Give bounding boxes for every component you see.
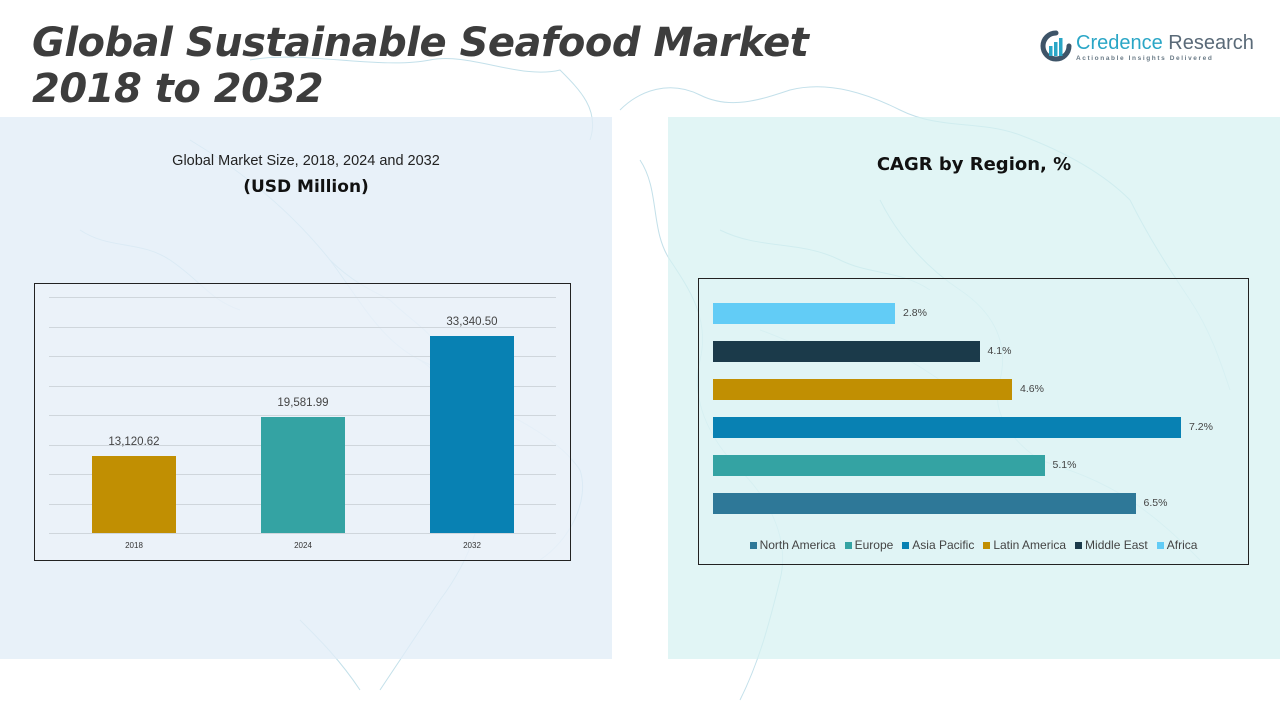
x-axis-tick-label: 2018 (125, 541, 143, 550)
bar-value-label: 2.8% (903, 307, 927, 319)
market-size-chart-unit: (USD Million) (243, 177, 369, 197)
bar-2032 (430, 336, 514, 533)
legend-swatch-icon (749, 541, 757, 549)
bar-value-label: 13,120.62 (108, 435, 160, 448)
bar-latin-america (713, 379, 1012, 400)
logo-name-part2: Research (1162, 32, 1254, 54)
bar-value-label: 4.6% (1020, 383, 1044, 395)
gridline (49, 385, 556, 387)
bar-value-label: 33,340.50 (446, 316, 498, 329)
bar-value-label: 4.1% (987, 345, 1012, 357)
logo-name-part1: Credence (1076, 32, 1163, 54)
legend-swatch-icon (844, 541, 852, 549)
credence-research-logo: Credence Research Actionable Insights De… (1040, 30, 1254, 64)
title-line-1: Global Sustainable Seafood Market (32, 20, 809, 66)
bar-value-label: 5.1% (1052, 459, 1077, 471)
gridline (49, 326, 556, 328)
legend-swatch-icon (902, 541, 910, 549)
legend-item-north-america: North America (749, 538, 836, 552)
gridline (49, 356, 556, 357)
legend-item-middle-east: Middle East (1075, 538, 1148, 552)
legend-label: North America (759, 538, 836, 552)
bar-asia-pacific (713, 417, 1181, 438)
bar-middle-east (713, 341, 980, 362)
title-line-2: 2018 to 2032 (32, 66, 324, 112)
page-title: Global Sustainable Seafood Market 2018 t… (32, 20, 809, 112)
bar-value-label: 6.5% (1143, 497, 1168, 509)
market-size-chart-title: Global Market Size, 2018, 2024 and 2032 (172, 153, 440, 169)
legend-item-asia-pacific: Asia Pacific (902, 538, 974, 552)
legend-label: Latin America (993, 538, 1067, 552)
cagr-chart-title: CAGR by Region, % (876, 154, 1072, 175)
chart-legend: North America Europe Asia Pacific Latin Ame… (699, 538, 1248, 552)
cagr-bar-chart: 2.8% 4.1% 4.6% 7.2% 5.1% 6.5% North America Eu… (698, 278, 1249, 565)
bar-chart-circle-icon (1040, 30, 1072, 62)
legend-label: Africa (1166, 538, 1198, 552)
legend-label: Middle East (1085, 538, 1148, 552)
gridline (49, 415, 556, 416)
legend-label: Asia Pacific (912, 538, 975, 552)
x-axis-tick-label: 2032 (463, 541, 481, 550)
legend-label: Europe (854, 538, 894, 552)
bar-europe (713, 455, 1045, 476)
legend-swatch-icon (983, 541, 991, 549)
bar-value-label: 7.2% (1189, 421, 1213, 433)
legend-item-africa: Africa (1156, 538, 1198, 552)
legend-swatch-icon (1075, 541, 1083, 549)
bar-africa (713, 303, 895, 324)
bar-value-label: 19,581.99 (277, 397, 329, 410)
legend-item-europe: Europe (844, 538, 894, 552)
legend-swatch-icon (1156, 541, 1164, 549)
logo-tagline: Actionable Insights Delivered (1076, 55, 1214, 62)
bar-2024 (261, 417, 345, 533)
market-size-bar-chart: 13,120.62 2018 19,581.99 2024 33,340.50 2032 (34, 283, 571, 561)
gridline (49, 297, 556, 298)
logo-name: Credence Research (1076, 32, 1254, 54)
bar-2018 (92, 455, 176, 533)
bar-north-america (713, 493, 1136, 514)
legend-item-latin-america: Latin America (983, 538, 1066, 552)
gridline (49, 533, 556, 534)
x-axis-tick-label: 2024 (294, 541, 312, 550)
